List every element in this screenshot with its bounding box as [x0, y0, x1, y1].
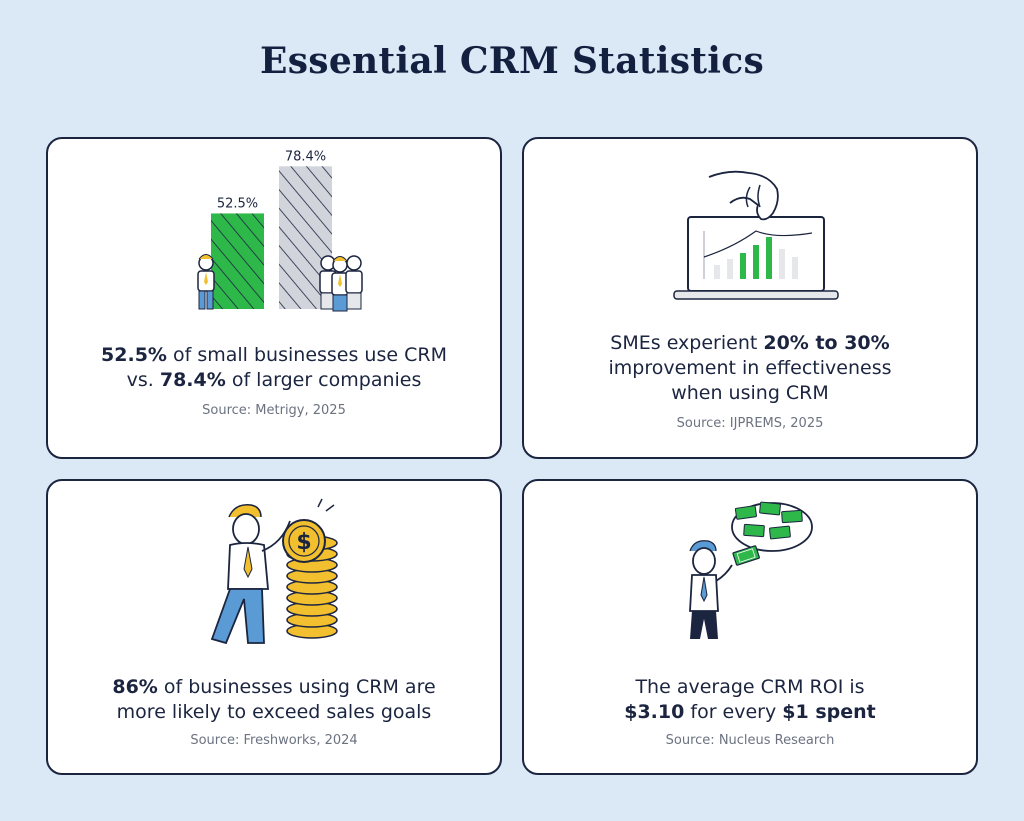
stat-line: vs. 78.4% of larger companies: [126, 369, 422, 391]
businessman-icon: [210, 504, 291, 645]
mini-bar: [714, 265, 720, 279]
svg-text:$: $: [296, 530, 311, 555]
laptop-icon: [673, 216, 839, 300]
money-bill: [759, 501, 781, 516]
money-bill: [769, 525, 791, 540]
mini-bar: [779, 249, 785, 279]
bar-value-label: 78.4%: [285, 149, 326, 164]
stat-line: 52.5% of small businesses use CRM: [101, 344, 447, 366]
stat-card-sales-goals: $ 86% of businesses using CRM are more l…: [46, 479, 502, 775]
stat-card-crm-adoption: 52.5% 78.4%: [46, 137, 502, 459]
source-citation: Source: IJPREMS, 2025: [676, 416, 824, 431]
stat-card-crm-roi: The average CRM ROI is $3.10 for every $…: [522, 479, 978, 775]
mini-bar: [727, 259, 733, 279]
stat-line: more likely to exceed sales goals: [116, 701, 432, 723]
stat-line: SMEs experient 20% to 30%: [610, 332, 890, 354]
money-bill: [734, 505, 757, 520]
stat-line: improvement in effectiveness: [608, 357, 892, 379]
page-title: Essential CRM Statistics: [259, 40, 765, 82]
bar-value-label: 52.5%: [217, 196, 258, 211]
stat-card-sme-effectiveness: SMEs experient 20% to 30% improvement in…: [522, 137, 978, 459]
businessman-icon: [689, 540, 733, 639]
source-citation: Source: Metrigy, 2025: [202, 403, 346, 418]
source-citation: Source: Nucleus Research: [665, 733, 835, 748]
person-icon: [197, 254, 215, 310]
hand-icon: [708, 170, 779, 221]
money-bill: [743, 523, 765, 538]
stat-line: $3.10 for every $1 spent: [624, 701, 876, 723]
dollar-coin-icon: $: [282, 498, 335, 563]
man-money-thought-illustration: [689, 501, 813, 639]
mini-bar: [792, 257, 798, 279]
man-coin-stack-illustration: $: [210, 498, 338, 645]
mini-bar: [753, 245, 759, 279]
mini-bar: [740, 253, 746, 279]
bar-chart-people-illustration: 52.5% 78.4%: [197, 149, 363, 312]
stat-line: 86% of businesses using CRM are: [112, 676, 436, 698]
laptop-chart-illustration: [673, 170, 839, 300]
stat-line: The average CRM ROI is: [635, 676, 865, 698]
source-citation: Source: Freshworks, 2024: [190, 733, 358, 748]
mini-bar: [766, 237, 772, 279]
money-bill: [781, 509, 803, 524]
bar-hatch: [211, 213, 264, 309]
money-bill-icon: [732, 545, 760, 566]
people-group-icon: [319, 255, 363, 312]
stat-line: when using CRM: [671, 382, 829, 404]
